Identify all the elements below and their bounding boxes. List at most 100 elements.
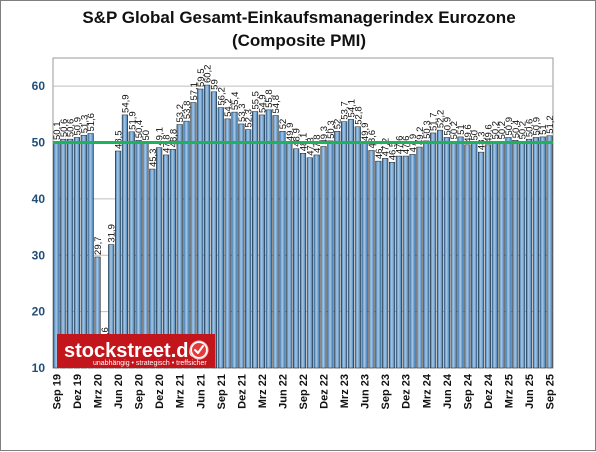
data-label: 50,2	[518, 121, 529, 140]
data-label: 55,5	[251, 91, 262, 110]
y-tick-label: 40	[32, 192, 46, 206]
data-label: 50,9	[442, 117, 453, 136]
x-tick-label: Sep 22	[298, 374, 310, 409]
bar	[286, 142, 293, 369]
data-label: 50,1	[52, 121, 63, 140]
chart-title: S&P Global Gesamt-Einkaufsmanagerindex E…	[82, 8, 515, 27]
checkmark-circle-icon	[189, 340, 209, 360]
data-label: 50	[470, 130, 481, 141]
data-label: 47,6	[394, 136, 405, 155]
bar	[525, 138, 533, 369]
bar	[498, 141, 505, 369]
data-label: 54,1	[346, 99, 357, 118]
x-tick-label: Jun 20	[113, 374, 125, 409]
bar	[73, 137, 81, 369]
bar	[423, 140, 430, 369]
data-label: 48,5	[114, 131, 125, 150]
data-label: 57,1	[189, 82, 200, 101]
y-tick-label: 20	[32, 305, 46, 319]
bar	[334, 131, 341, 369]
data-label: 31,9	[107, 224, 118, 243]
x-tick-label: Jun 25	[524, 374, 536, 409]
data-label: 49,9	[285, 123, 296, 142]
data-label: 49,9	[360, 123, 371, 142]
bar	[436, 129, 444, 369]
data-label: 50,3	[326, 120, 337, 139]
data-label: 47,6	[401, 136, 412, 155]
bar	[375, 160, 382, 369]
data-label: 47,2	[381, 138, 392, 157]
data-label: 50	[141, 130, 152, 141]
data-label: 50,4	[511, 120, 522, 139]
data-label: 51,6	[86, 113, 97, 132]
bar	[443, 137, 450, 369]
data-label: 53,2	[175, 104, 186, 123]
data-label: 51	[456, 124, 467, 135]
logo: stockstreet.de unabhängig • strategisch …	[57, 334, 215, 368]
data-label: 49,1	[155, 127, 166, 146]
bar	[293, 148, 300, 369]
y-tick-label: 50	[32, 136, 46, 150]
x-tick-label: Jun 24	[442, 373, 454, 409]
data-label: 52	[333, 119, 344, 130]
bar	[258, 114, 265, 369]
x-tick-label: Sep 19	[51, 374, 63, 409]
bar	[327, 140, 334, 369]
y-tick-label: 10	[32, 361, 46, 375]
bar	[361, 142, 368, 369]
data-label: 52,2	[435, 110, 446, 128]
data-label: 55,8	[264, 89, 275, 108]
x-tick-label: Mrz 22	[257, 374, 269, 408]
x-tick-label: Mrz 24	[421, 373, 433, 408]
x-tick-label: Jun 23	[360, 374, 372, 409]
data-label: 59	[209, 79, 220, 90]
data-label: 50,6	[59, 119, 70, 138]
bars	[53, 84, 553, 369]
bar	[183, 120, 190, 369]
bar	[265, 109, 272, 369]
bar	[484, 144, 491, 369]
data-label: 56,2	[216, 87, 227, 106]
bar	[409, 154, 416, 369]
data-label: 51,9	[127, 111, 138, 130]
data-label: 52,8	[353, 106, 364, 125]
data-label: 51,7	[429, 112, 440, 131]
data-label: 50,6	[66, 119, 77, 138]
bar	[341, 121, 348, 369]
chart-subtitle: (Composite PMI)	[232, 31, 366, 50]
data-label: 54,9	[257, 94, 268, 113]
bar	[505, 137, 512, 369]
data-labels: 50,150,650,650,951,351,629,713,631,948,5…	[52, 65, 556, 346]
bar	[382, 158, 389, 369]
data-label: 50,4	[134, 120, 145, 139]
data-label: 51,2	[545, 115, 556, 134]
x-tick-label: Sep 24	[462, 373, 474, 409]
x-tick-label: Sep 23	[380, 374, 392, 409]
data-label: 48,6	[367, 130, 378, 149]
data-label: 48,3	[477, 132, 488, 151]
logo-tagline: unabhängig • strategisch • treffsicher	[93, 360, 207, 367]
x-axis-ticks: Sep 19 Dez 19 Mrz 20 Jun 20 Sep 20 Dez 20 Mrz …	[51, 373, 556, 409]
bar	[67, 138, 74, 369]
bar	[279, 131, 286, 369]
data-label: 48,9	[292, 128, 303, 147]
bar	[197, 88, 204, 369]
bar	[231, 111, 238, 369]
bar	[519, 141, 526, 369]
data-label: 51	[538, 124, 549, 135]
x-tick-label: Dez 22	[319, 374, 331, 409]
bar	[313, 154, 320, 369]
data-label: 50,6	[525, 119, 536, 138]
x-tick-label: Dez 20	[154, 374, 166, 409]
data-label: 50,2	[449, 121, 460, 140]
x-tick-label: Mrz 25	[503, 374, 515, 408]
x-tick-label: Mrz 23	[339, 374, 351, 408]
data-label: 50,2	[490, 121, 501, 140]
data-label: 54,9	[120, 94, 131, 113]
bar	[251, 111, 259, 369]
x-tick-label: Mrz 21	[175, 374, 187, 408]
bar	[128, 131, 135, 369]
bar	[60, 138, 67, 369]
data-label: 50,3	[422, 120, 433, 139]
bar	[347, 119, 355, 369]
